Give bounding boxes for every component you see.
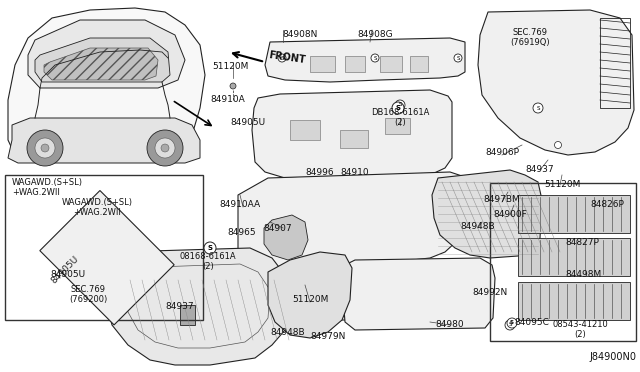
Circle shape	[507, 318, 517, 328]
Circle shape	[371, 54, 379, 62]
Text: 84980: 84980	[436, 320, 464, 329]
Text: 84826P: 84826P	[590, 200, 624, 209]
Circle shape	[155, 138, 175, 158]
Polygon shape	[8, 118, 200, 163]
Text: 84906P: 84906P	[485, 148, 519, 157]
Polygon shape	[252, 90, 452, 178]
Text: 08543-41210
(2): 08543-41210 (2)	[552, 320, 608, 339]
Text: 51120M: 51120M	[292, 295, 328, 304]
Text: 84965: 84965	[228, 228, 256, 237]
Text: S: S	[280, 55, 284, 61]
Text: 84996: 84996	[306, 168, 334, 177]
Text: SEC.769
(769200): SEC.769 (769200)	[69, 285, 107, 304]
Text: 08168-6161A
(2): 08168-6161A (2)	[180, 252, 236, 272]
Circle shape	[533, 103, 543, 113]
Bar	[380, 56, 402, 72]
Bar	[180, 305, 195, 325]
Circle shape	[147, 130, 183, 166]
Text: 84905U: 84905U	[230, 118, 266, 127]
Bar	[490, 183, 636, 341]
Text: S: S	[373, 55, 377, 61]
Text: S: S	[398, 103, 402, 108]
Text: 84908G: 84908G	[357, 30, 393, 39]
Bar	[340, 130, 368, 148]
Polygon shape	[105, 248, 290, 365]
Bar	[290, 120, 320, 140]
Text: 84948B: 84948B	[461, 222, 495, 231]
Bar	[345, 56, 365, 72]
Text: 84937: 84937	[166, 302, 195, 311]
Text: 84908N: 84908N	[282, 30, 317, 39]
Text: 84910A: 84910A	[211, 95, 245, 104]
Circle shape	[278, 54, 286, 62]
Polygon shape	[432, 170, 542, 258]
Circle shape	[505, 320, 515, 330]
Circle shape	[395, 100, 405, 110]
Polygon shape	[268, 252, 352, 338]
Polygon shape	[478, 10, 634, 155]
Polygon shape	[264, 215, 308, 260]
Text: FRONT: FRONT	[268, 51, 307, 65]
Text: 84948B: 84948B	[271, 328, 305, 337]
Text: 51120M: 51120M	[544, 180, 580, 189]
Text: 84910AA: 84910AA	[220, 200, 260, 209]
Polygon shape	[44, 48, 158, 80]
Circle shape	[204, 242, 216, 254]
Text: WAGAWD.(S+SL)
+WAG.2WII: WAGAWD.(S+SL) +WAG.2WII	[12, 178, 83, 198]
Polygon shape	[35, 38, 170, 82]
Bar	[518, 282, 630, 320]
Text: 84907: 84907	[264, 224, 292, 233]
Circle shape	[230, 83, 236, 89]
Text: 84905U: 84905U	[51, 270, 86, 279]
Text: 51120M: 51120M	[212, 62, 248, 71]
Text: 84979N: 84979N	[310, 332, 346, 341]
Text: 84827P: 84827P	[565, 238, 599, 247]
Bar	[385, 118, 410, 134]
Text: DB168-6161A
(2): DB168-6161A (2)	[371, 108, 429, 127]
Text: S: S	[207, 245, 212, 251]
Circle shape	[392, 102, 404, 114]
Text: S: S	[456, 55, 460, 61]
Text: 8497BM: 8497BM	[484, 195, 520, 204]
Circle shape	[454, 54, 462, 62]
Text: 84900F: 84900F	[493, 210, 527, 219]
Circle shape	[161, 144, 169, 152]
Polygon shape	[238, 172, 472, 320]
Circle shape	[554, 141, 561, 148]
Text: 84905U: 84905U	[49, 254, 81, 286]
Text: S: S	[508, 323, 512, 327]
Polygon shape	[265, 38, 465, 82]
Bar	[600, 18, 630, 108]
Text: SEC.769
(76919Q): SEC.769 (76919Q)	[510, 28, 550, 47]
Bar	[40, 190, 174, 325]
Circle shape	[41, 144, 49, 152]
Circle shape	[35, 138, 55, 158]
Text: S: S	[510, 321, 514, 326]
Text: 84910: 84910	[340, 168, 369, 177]
Text: S: S	[396, 105, 401, 111]
Polygon shape	[8, 8, 205, 162]
Text: J84900N0: J84900N0	[589, 352, 636, 362]
Text: S: S	[536, 106, 540, 110]
Bar	[410, 56, 428, 72]
Circle shape	[330, 280, 340, 290]
Text: 84937: 84937	[525, 165, 554, 174]
Polygon shape	[342, 258, 495, 330]
Circle shape	[27, 130, 63, 166]
Bar	[518, 238, 630, 276]
Text: 84095C: 84095C	[515, 318, 549, 327]
Bar	[518, 195, 630, 233]
Text: WAGAWD.(S+SL)
+WAG.2WII: WAGAWD.(S+SL) +WAG.2WII	[62, 198, 133, 217]
Text: 84498M: 84498M	[565, 270, 601, 279]
Bar	[5, 175, 203, 320]
Polygon shape	[28, 20, 185, 88]
Text: 84992N: 84992N	[472, 288, 508, 297]
Bar	[310, 56, 335, 72]
